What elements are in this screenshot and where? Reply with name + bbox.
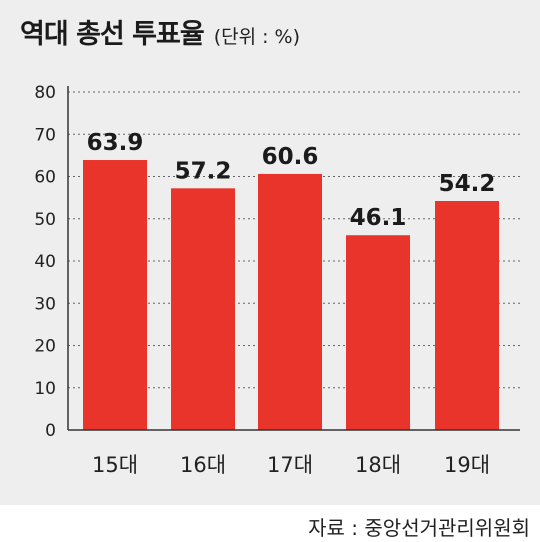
bar-15대 (83, 160, 147, 430)
bar-16대 (171, 188, 235, 430)
y-tick-label: 50 (34, 210, 56, 230)
x-tick-label: 15대 (92, 453, 138, 477)
x-tick-label: 17대 (267, 453, 313, 477)
y-tick-label: 30 (34, 294, 56, 314)
y-tick-label: 80 (34, 83, 56, 103)
x-tick-label: 18대 (355, 453, 401, 477)
chart-title: 역대 총선 투표율 (20, 19, 205, 50)
source-note: 자료 : 중앙선거관리위원회 (308, 516, 530, 540)
x-tick-label: 16대 (180, 453, 226, 477)
bar-19대 (435, 201, 499, 430)
x-tick-label: 19대 (444, 453, 490, 477)
y-tick-label: 70 (34, 125, 56, 145)
data-label: 46.1 (350, 205, 407, 231)
y-tick-label: 20 (34, 337, 56, 357)
data-label: 57.2 (175, 158, 232, 184)
bar-17대 (258, 173, 322, 430)
y-tick-label: 40 (34, 252, 56, 272)
y-tick-label: 60 (34, 168, 56, 188)
title-row: 역대 총선 투표율 (단위 : %) (20, 12, 300, 51)
bar-chart: 0 10 20 30 40 50 60 70 80 63.9 15대 57.2 16대 60.6 17대 46… (34, 83, 520, 477)
bar-18대 (346, 235, 410, 430)
unit-label: (단위 : %) (213, 26, 301, 48)
y-tick-label: 10 (34, 379, 56, 399)
data-label: 54.2 (439, 171, 496, 197)
y-tick-label: 0 (45, 421, 56, 441)
data-label: 60.6 (262, 144, 319, 170)
data-label: 63.9 (87, 130, 144, 156)
